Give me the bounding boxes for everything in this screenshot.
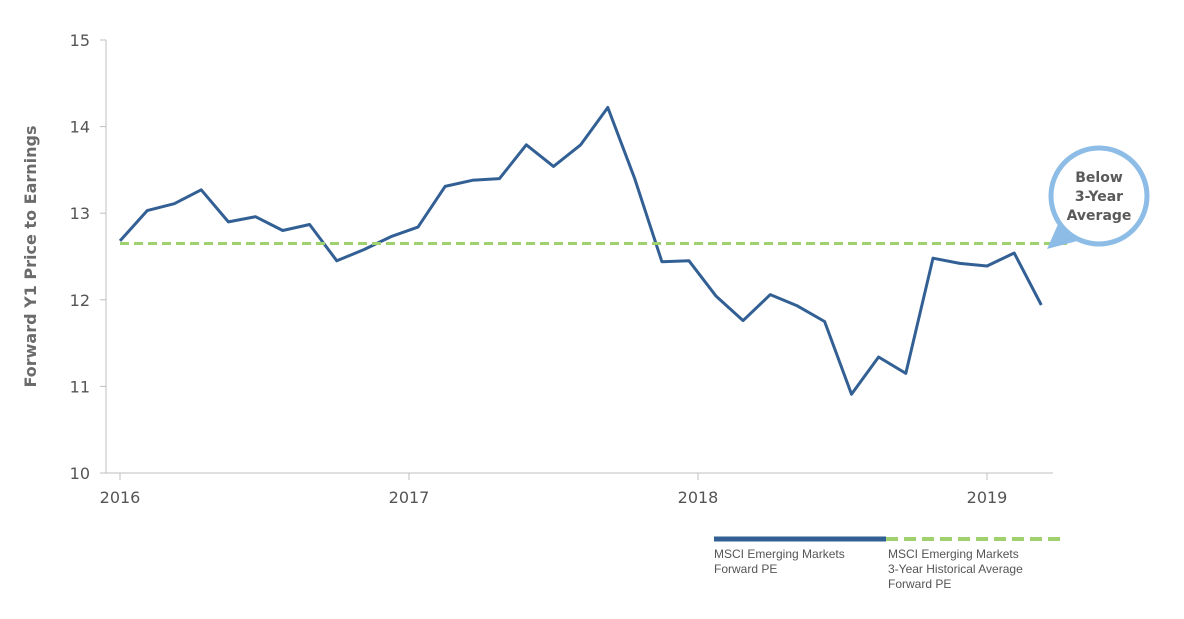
legend-label-3yr-average: MSCI Emerging Markets [888,547,1019,561]
x-tick-label: 2016 [100,488,141,507]
legend-label-3yr-average: Forward PE [888,577,951,591]
legend-label-forward-pe: MSCI Emerging Markets [714,547,845,561]
y-axis-label: Forward Y1 Price to Earnings [21,125,40,387]
y-tick-label: 10 [70,464,90,483]
callout-bubble [1048,145,1150,247]
legend-label-forward-pe: Forward PE [714,562,777,576]
y-tick-label: 11 [70,377,90,396]
callout-text: Average [1067,208,1132,224]
y-tick-label: 13 [70,204,90,223]
callout-text: Below [1075,170,1123,186]
x-tick-label: 2019 [967,488,1008,507]
legend-label-3yr-average: 3-Year Historical Average [888,562,1023,576]
y-tick-label: 12 [70,291,90,310]
x-tick-label: 2018 [678,488,719,507]
y-tick-label: 14 [70,118,90,137]
callout-text: 3-Year [1075,189,1123,205]
x-tick-label: 2017 [389,488,430,507]
series-line-forward-pe [118,106,1043,396]
y-tick-label: 15 [70,31,90,50]
callout-pointer [1047,222,1081,249]
